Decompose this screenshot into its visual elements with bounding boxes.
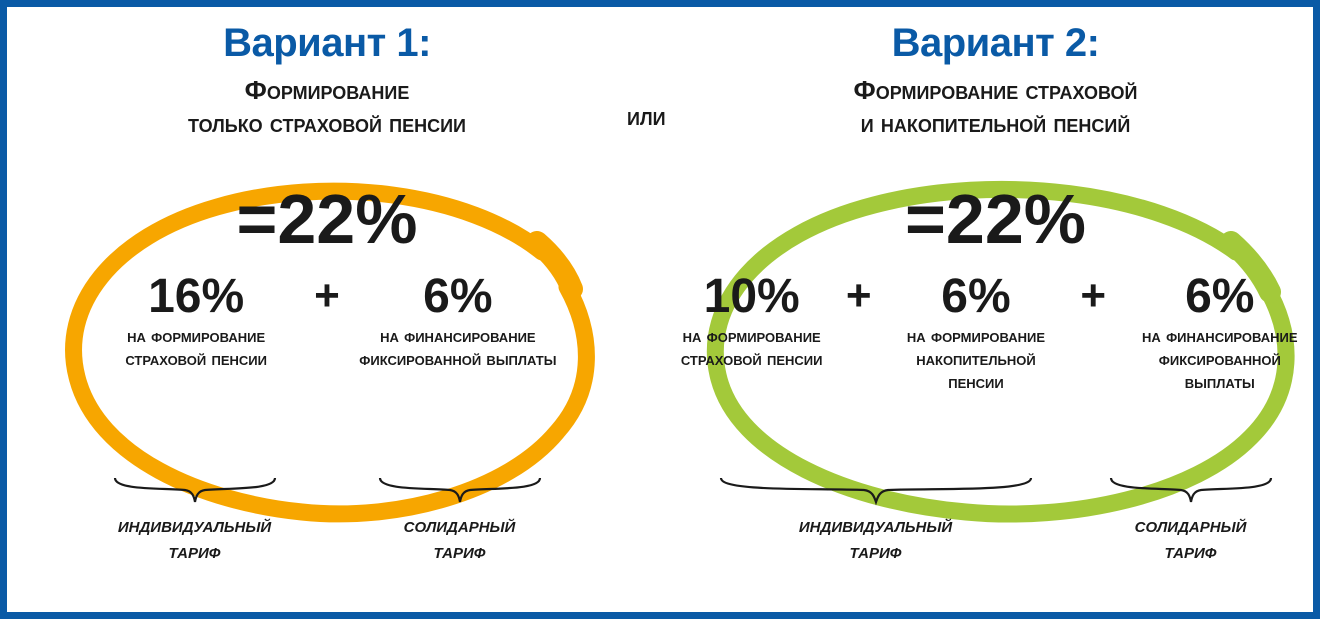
tariff: Индивидуальный тариф — [110, 476, 280, 563]
tariff-label: Солидарный тариф — [404, 512, 516, 563]
tariff-label: Солидарный тариф — [1135, 512, 1247, 563]
infographic: Вариант 1: Формирование только страховой… — [7, 7, 1313, 612]
variant-2-title: Вариант 2: — [892, 21, 1100, 66]
part: 10% на форми­рование страховой пенсии — [676, 269, 828, 372]
percent-value: 6% — [423, 269, 492, 324]
plus-icon: + — [846, 271, 872, 321]
variant-1-bubble: =22% 16% на формирование страховой пенси… — [37, 157, 617, 557]
variant-2-bubble: =22% 10% на форми­рование страховой пенс… — [676, 157, 1316, 557]
plus-icon: + — [314, 271, 340, 321]
percent-value: 6% — [941, 269, 1010, 324]
variant-1-title: Вариант 1: — [223, 21, 431, 66]
percent-label: на формирование страховой пенсии — [96, 326, 296, 372]
tariff: Солидарный тариф — [375, 476, 545, 563]
brace-icon — [1106, 476, 1276, 510]
variant-1-parts: 16% на формирование страховой пенсии + 6… — [37, 269, 617, 372]
percent-value: 10% — [704, 269, 800, 324]
plus-icon: + — [1080, 271, 1106, 321]
tariff-label: Индивидуальный тариф — [799, 512, 952, 563]
variant-1-subtitle: Формирование только страховой пенсии — [188, 74, 466, 139]
percent-value: 6% — [1185, 269, 1254, 324]
percent-label: на финансиро­вание фиксиро­ванной выплат… — [358, 326, 558, 372]
part: 16% на формирование страховой пенсии — [96, 269, 296, 372]
tariff: Солидарный тариф — [1106, 476, 1276, 563]
variant-2-subtitle: Формирование страховой и накопительной п… — [854, 74, 1138, 139]
part: 6% на финанси­рование фик­сированной вып… — [1124, 269, 1315, 394]
variant-2: Вариант 2: Формирование страховой и нако… — [676, 21, 1316, 557]
percent-label: на форми­рование страховой пенсии — [676, 326, 828, 372]
variant-2-parts: 10% на форми­рование страховой пенсии + … — [676, 269, 1316, 394]
brace-icon — [716, 476, 1036, 510]
variant-2-content: =22% 10% на форми­рование страховой пенс… — [676, 157, 1316, 557]
variant-1: Вариант 1: Формирование только страховой… — [37, 21, 617, 557]
variant-1-tariffs: Индивидуальный тариф Солидарный тариф — [37, 476, 617, 563]
brace-icon — [110, 476, 280, 510]
or-label: или — [617, 101, 676, 132]
percent-label: на финанси­рование фик­сированной выплат… — [1124, 326, 1315, 394]
tariff: Индивидуальный тариф — [716, 476, 1036, 563]
percent-value: 16% — [148, 269, 244, 324]
part: 6% на финансиро­вание фиксиро­ванной вып… — [358, 269, 558, 372]
variant-1-total: =22% — [237, 179, 418, 259]
variant-1-content: =22% 16% на формирование страховой пенси… — [37, 157, 617, 557]
part: 6% на формиро­вание нако­пительной пенси… — [890, 269, 1063, 394]
percent-label: на формиро­вание нако­пительной пенсии — [890, 326, 1063, 394]
variant-2-total: =22% — [905, 179, 1086, 259]
tariff-label: Индивидуальный тариф — [118, 512, 271, 563]
variant-2-tariffs: Индивидуальный тариф Солидарный тариф — [676, 476, 1316, 563]
brace-icon — [375, 476, 545, 510]
